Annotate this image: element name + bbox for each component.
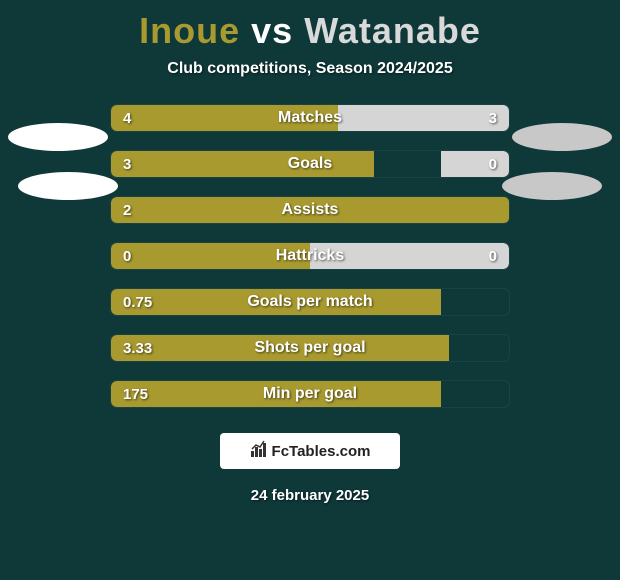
watermark-text: FcTables.com xyxy=(272,443,371,460)
watermark: FcTables.com xyxy=(220,433,400,469)
stat-label: Assists xyxy=(111,201,509,219)
stat-label: Goals per match xyxy=(111,293,509,311)
team-badge-left-1 xyxy=(8,123,108,151)
stat-row: 175Min per goal xyxy=(110,380,510,408)
stat-label: Hattricks xyxy=(111,247,509,265)
date-label: 24 february 2025 xyxy=(0,487,620,504)
stats-container: 43Matches 30Goals 2Assists 00Hattricks 0.75G… xyxy=(110,104,510,408)
comparison-title: Inoue vs Watanabe xyxy=(0,0,620,52)
player2-name: Watanabe xyxy=(304,10,481,51)
stat-row: 00Hattricks xyxy=(110,242,510,270)
stat-row: 2Assists xyxy=(110,196,510,224)
title-vs: vs xyxy=(251,10,293,51)
stat-label: Min per goal xyxy=(111,385,509,403)
stat-label: Goals xyxy=(111,155,509,173)
subtitle: Club competitions, Season 2024/2025 xyxy=(0,60,620,78)
team-badge-right-1 xyxy=(512,123,612,151)
stat-row: 0.75Goals per match xyxy=(110,288,510,316)
stat-label: Shots per goal xyxy=(111,339,509,357)
stat-row: 30Goals xyxy=(110,150,510,178)
stat-row: 3.33Shots per goal xyxy=(110,334,510,362)
team-badge-left-2 xyxy=(18,172,118,200)
chart-icon xyxy=(250,440,268,463)
stat-label: Matches xyxy=(111,109,509,127)
player1-name: Inoue xyxy=(139,10,240,51)
team-badge-right-2 xyxy=(502,172,602,200)
stat-row: 43Matches xyxy=(110,104,510,132)
